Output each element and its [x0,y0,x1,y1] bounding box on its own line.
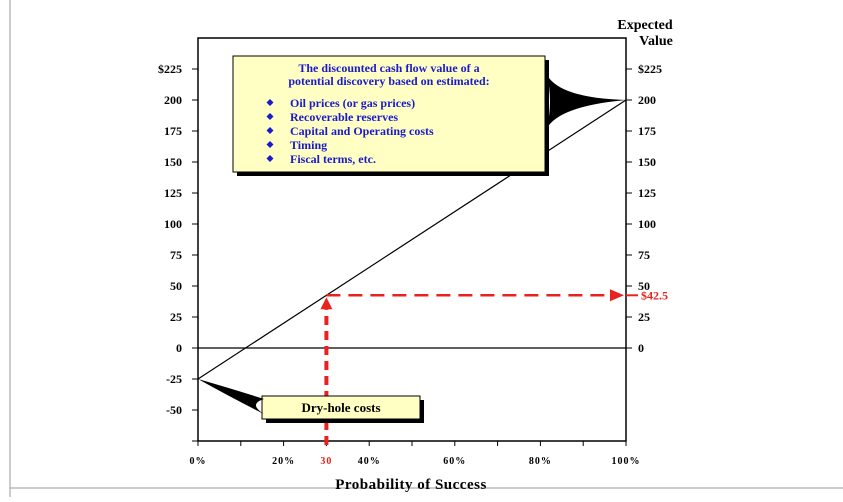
right-axis: $225 200 175 150 125 100 75 50 25 0 [626,62,662,355]
callout-item: Oil prices (or gas prices) [290,96,415,110]
callout-item: Fiscal terms, etc. [290,152,376,166]
x-tick-label: 20% [272,456,295,467]
left-axis: $225 200 175 150 125 100 75 50 25 0 -25 -50 [158,62,198,442]
x-axis-label: Probability of Success [335,477,487,493]
callouts: The discounted cash flow value of apoten… [198,55,626,423]
callout-bullet [266,113,274,120]
callout-item: Recoverable reserves [290,110,398,124]
dry-hole-label: Dry-hole costs [301,400,380,415]
left-tick-label: 100 [164,217,182,231]
right-tick-label: $225 [638,62,662,76]
callout-bullet [266,127,274,134]
callout-title-line: potential discovery based on estimated: [288,74,489,88]
left-tick-label: 150 [164,155,182,169]
callout-title-line: The discounted cash flow value of a [298,61,479,75]
left-tick-label: 50 [170,279,182,293]
chart-marks: $42.5 [197,99,668,445]
x-tick-label: 100% [612,456,641,467]
highlight-right-arrowhead [610,289,624,302]
left-tick-label: 200 [164,93,182,107]
expected-value-line [197,99,627,380]
callout-bullet [266,155,274,162]
callout-item: Capital and Operating costs [290,124,434,138]
right-tick-label: 125 [638,186,656,200]
x-tick-label: 80% [529,456,552,467]
left-tick-label: $225 [158,62,182,76]
right-tick-label: 0 [638,341,644,355]
left-tick-label: -50 [166,403,182,417]
left-tick-label: 25 [170,310,182,324]
callout-bullet [266,141,274,148]
right-tick-label: 50 [638,279,650,293]
x-tick-label: 0% [190,456,207,467]
callout-pointer [547,75,626,128]
x-tick-label: 60% [443,456,466,467]
callout-item: Timing [290,138,327,152]
right-axis-title-line1: Expected [617,18,672,33]
left-tick-label: 175 [164,124,182,138]
left-tick-label: 125 [164,186,182,200]
dry-hole-pointer [198,379,264,414]
right-tick-label: 150 [638,155,656,169]
right-axis-title-line2: Value [639,34,673,49]
callout-bullet [266,99,274,106]
highlight-value-label: $42.5 [641,288,668,302]
right-tick-label: 200 [638,93,656,107]
callout-box [232,55,546,173]
right-tick-label: 100 [638,217,656,231]
left-tick-label: 0 [176,341,182,355]
x-marker-label: 30 [320,456,332,467]
right-tick-label: 75 [638,248,650,262]
left-tick-label: 75 [170,248,182,262]
highlight-up-arrowhead [320,297,333,310]
right-tick-label: 25 [638,310,650,324]
x-axis: 0% 20% 40% 60% 80% 100% 30 [190,441,641,467]
x-tick-label: 40% [358,456,381,467]
left-tick-label: -25 [166,372,182,386]
dry-hole-box [261,395,421,420]
right-tick-label: 175 [638,124,656,138]
